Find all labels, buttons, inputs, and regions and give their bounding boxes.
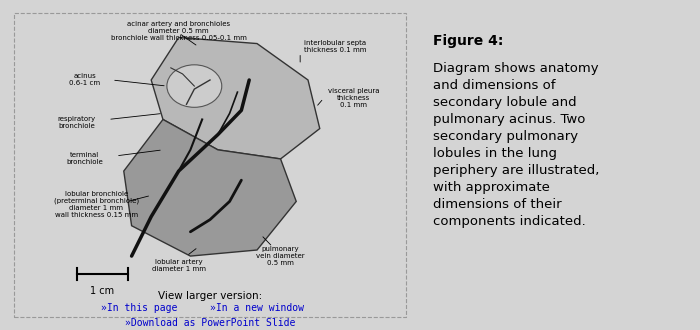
Text: 1 cm: 1 cm [90,286,114,296]
Text: »Download as PowerPoint Slide: »Download as PowerPoint Slide [125,318,295,328]
Text: terminal
bronchiole: terminal bronchiole [66,152,103,165]
Polygon shape [151,38,320,159]
Text: Figure 4:: Figure 4: [433,34,504,49]
Text: visceral pleura
thickness
0.1 mm: visceral pleura thickness 0.1 mm [328,88,379,108]
Polygon shape [124,119,296,256]
Text: lobular artery
diameter 1 mm: lobular artery diameter 1 mm [152,259,206,272]
Text: acinar artery and bronchioles
diameter 0.5 mm
bronchiole wall thickness 0.05-0.1: acinar artery and bronchioles diameter 0… [111,21,246,41]
Text: »In this page: »In this page [102,303,178,313]
Circle shape [167,65,222,107]
Text: respiratory
bronchiole: respiratory bronchiole [57,116,96,129]
Text: interlobular septa
thickness 0.1 mm: interlobular septa thickness 0.1 mm [304,40,367,53]
Text: View larger version:: View larger version: [158,290,262,301]
Text: acinus
0.6-1 cm: acinus 0.6-1 cm [69,74,100,86]
Text: »In a new window: »In a new window [210,303,304,313]
Text: pulmonary
vein diameter
0.5 mm: pulmonary vein diameter 0.5 mm [256,246,305,266]
Text: lobular bronchiole
(preterminal bronchiole)
diameter 1 mm
wall thickness 0.15 mm: lobular bronchiole (preterminal bronchio… [54,191,139,218]
Text: Diagram shows anatomy
and dimensions of
secondary lobule and
pulmonary acinus. T: Diagram shows anatomy and dimensions of … [433,62,600,228]
